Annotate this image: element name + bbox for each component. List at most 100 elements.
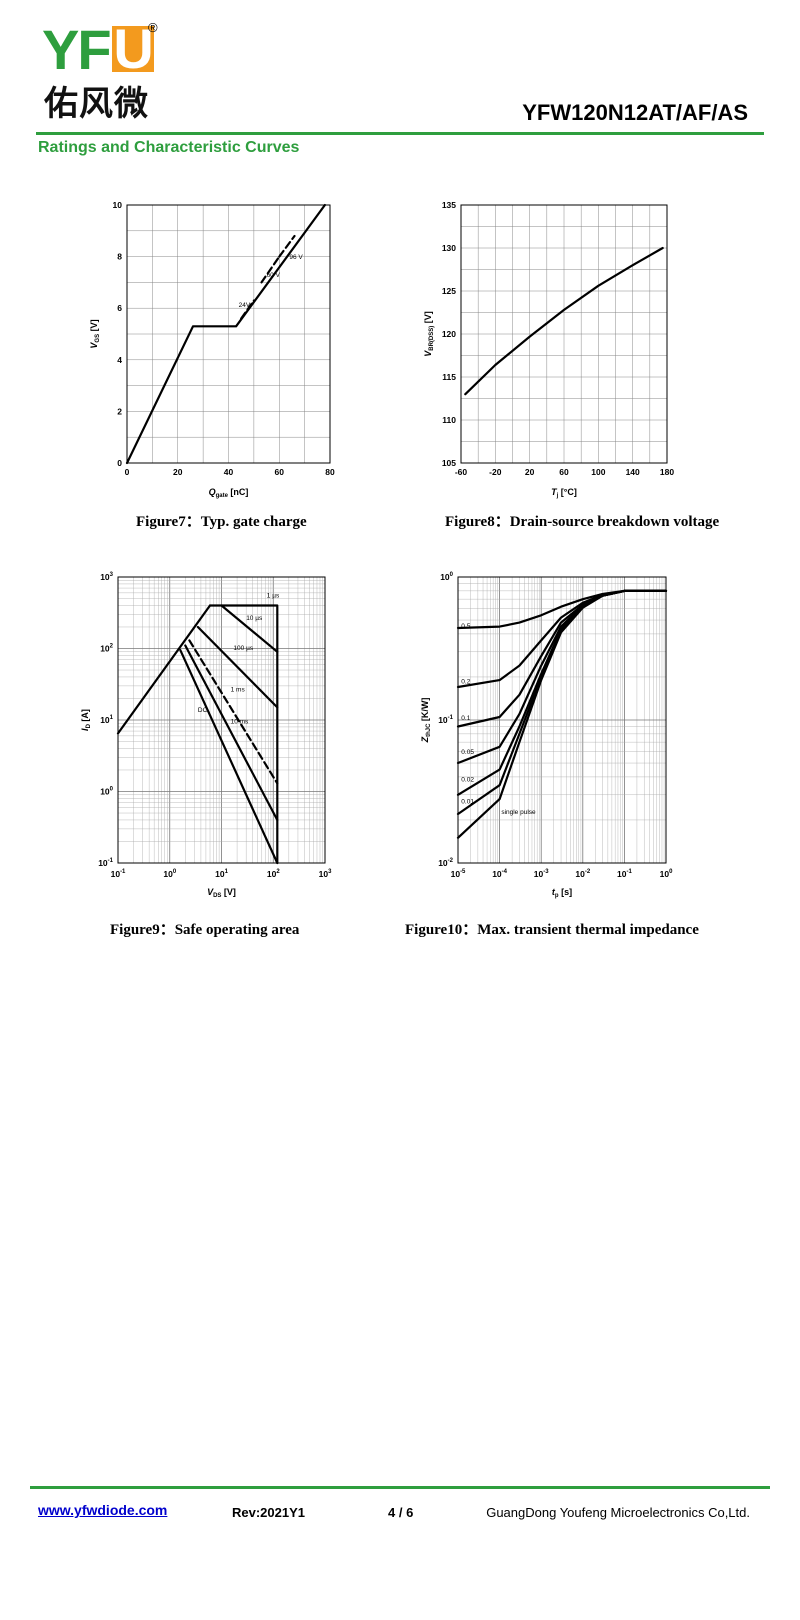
annotation-0-05: 0.05 <box>461 749 474 756</box>
plot-frame <box>457 576 667 864</box>
y-tick-label: 10-2 <box>438 858 453 868</box>
y-tick-label: 105 <box>442 458 456 468</box>
figure9-caption: Figure9：Safe operating area <box>110 922 300 938</box>
page-number: 4 / 6 <box>388 1505 414 1520</box>
y-tick-label: 102 <box>100 644 113 654</box>
y-tick-label: 0 <box>117 458 122 468</box>
series-line-limit <box>116 604 212 735</box>
series-line-1-s <box>208 604 279 865</box>
y-axis-label: ID [A] <box>80 709 92 731</box>
y-tick-label: 110 <box>442 415 456 425</box>
x-tick-label: 10-1 <box>617 869 632 879</box>
y-tick-label: 101 <box>100 715 113 725</box>
y-axis-label: ZthJC [K/W] <box>420 698 432 744</box>
x-axis-label: Tj [°C] <box>551 487 577 499</box>
x-tick-label: 0 <box>125 467 130 477</box>
series-line-0-1 <box>456 589 668 728</box>
plot-frame <box>117 576 326 864</box>
logo-chinese-name: 佑风微 <box>44 84 149 124</box>
figure7-caption: Figure7：Typ. gate charge <box>136 514 307 530</box>
part-number: YFW120N12AT/AF/AS <box>522 100 748 125</box>
annotation-0-1: 0.1 <box>461 715 470 722</box>
x-tick-label: 100 <box>163 869 176 879</box>
series-line-main <box>464 246 664 396</box>
registered-mark: ® <box>148 20 158 35</box>
annotation-1-ms: 1 ms <box>231 687 246 694</box>
y-tick-label: 125 <box>442 286 456 296</box>
y-axis-label: VGS [V] <box>89 319 101 348</box>
x-tick-label: 20 <box>525 467 535 477</box>
series-line-100-s <box>196 625 279 709</box>
section-title: Ratings and Characteristic Curves <box>38 139 300 156</box>
logo-u-block: U <box>111 17 154 80</box>
website-link[interactable]: www.yfwdiode.com <box>38 1502 168 1518</box>
x-tick-label: 102 <box>267 869 280 879</box>
annotation-0-02: 0.02 <box>461 777 474 784</box>
header-divider <box>36 132 764 135</box>
breakdown-voltage-chart: -60 -20 20 60 100 140 180 105 110 115 120 125 130 135… <box>423 200 674 499</box>
plot-frame <box>126 204 331 464</box>
x-tick-label: 10-5 <box>451 869 466 879</box>
annotation-60-v: 60 V <box>267 272 281 279</box>
x-tick-label: 80 <box>325 467 335 477</box>
y-tick-label: 120 <box>442 329 456 339</box>
y-tick-label: 100 <box>100 787 113 797</box>
annotation-96-v: 96 V <box>289 254 303 261</box>
company-logo: YFU ® 佑风微 <box>42 17 162 132</box>
series-line-10-ms <box>184 644 279 822</box>
y-tick-label: 130 <box>442 243 456 253</box>
series-line-60-v <box>260 255 281 284</box>
annotation-24v: 24V <box>239 302 251 309</box>
y-tick-label: 100 <box>440 572 453 582</box>
y-tick-label: 103 <box>100 572 113 582</box>
x-axis-label: tp [s] <box>552 887 572 899</box>
annotation-0-5: 0.5 <box>461 623 470 630</box>
x-tick-label: 140 <box>626 467 640 477</box>
x-tick-label: 10-4 <box>492 869 507 879</box>
series-line-10-s <box>220 604 279 653</box>
annotation-100-s: 100 µs <box>233 645 253 652</box>
annotation-single-pulse: single pulse <box>501 809 536 816</box>
y-tick-label: 10-1 <box>98 858 113 868</box>
gate-charge-chart: 0 20 40 60 80 0 2 4 6 8 10 Qgate [nC] VGS [V] 24V 60 V… <box>89 200 335 499</box>
x-tick-label: 10-2 <box>575 869 590 879</box>
y-tick-label: 6 <box>117 303 122 313</box>
plot-frame <box>460 204 668 464</box>
x-tick-label: 60 <box>559 467 569 477</box>
annotation-dc: DC <box>198 707 208 714</box>
annotation-0-01: 0.01 <box>461 799 474 806</box>
x-tick-label: 40 <box>224 467 234 477</box>
revision: Rev:2021Y1 <box>232 1505 305 1520</box>
annotation-10-s: 10 µs <box>246 615 263 622</box>
y-tick-label: 10 <box>113 200 123 210</box>
y-tick-label: 135 <box>442 200 456 210</box>
y-axis-label: VBR(DSS) [V] <box>423 311 435 357</box>
footer-divider <box>30 1486 770 1489</box>
x-tick-label: 10-1 <box>111 869 126 879</box>
company-name: GuangDong Youfeng Microelectronics Co,Lt… <box>486 1505 750 1520</box>
x-tick-label: -60 <box>455 467 468 477</box>
annotation-1-s: 1 µs <box>267 592 280 599</box>
x-tick-label: 101 <box>215 869 228 879</box>
y-tick-label: 2 <box>117 406 122 416</box>
figure10-caption: Figure10：Max. transient thermal impedanc… <box>405 922 699 938</box>
logo-wordmark: YFU <box>42 17 154 81</box>
x-tick-label: 180 <box>660 467 674 477</box>
x-axis-label: VDS [V] <box>207 887 236 899</box>
x-tick-label: 103 <box>319 869 332 879</box>
x-tick-label: 100 <box>660 869 673 879</box>
y-tick-label: 10-1 <box>438 715 453 725</box>
x-tick-label: 60 <box>275 467 285 477</box>
x-tick-label: 10-3 <box>534 869 549 879</box>
series-line-24v <box>240 299 255 320</box>
y-tick-label: 115 <box>442 372 456 382</box>
x-axis-label: Qgate [nC] <box>209 487 249 499</box>
x-tick-label: 20 <box>173 467 183 477</box>
annotation-0-2: 0.2 <box>461 678 470 685</box>
y-tick-label: 8 <box>117 252 122 262</box>
series-line-dc <box>179 648 279 865</box>
y-tick-label: 4 <box>117 355 122 365</box>
series-line-96-v <box>278 234 296 258</box>
thermal-impedance-chart: 10-5 10-4 10-3 10-2 10-1 100 10-2 10-1 100 tp [s]… <box>420 572 673 899</box>
annotation-10-ms: 10 ms <box>231 718 249 725</box>
